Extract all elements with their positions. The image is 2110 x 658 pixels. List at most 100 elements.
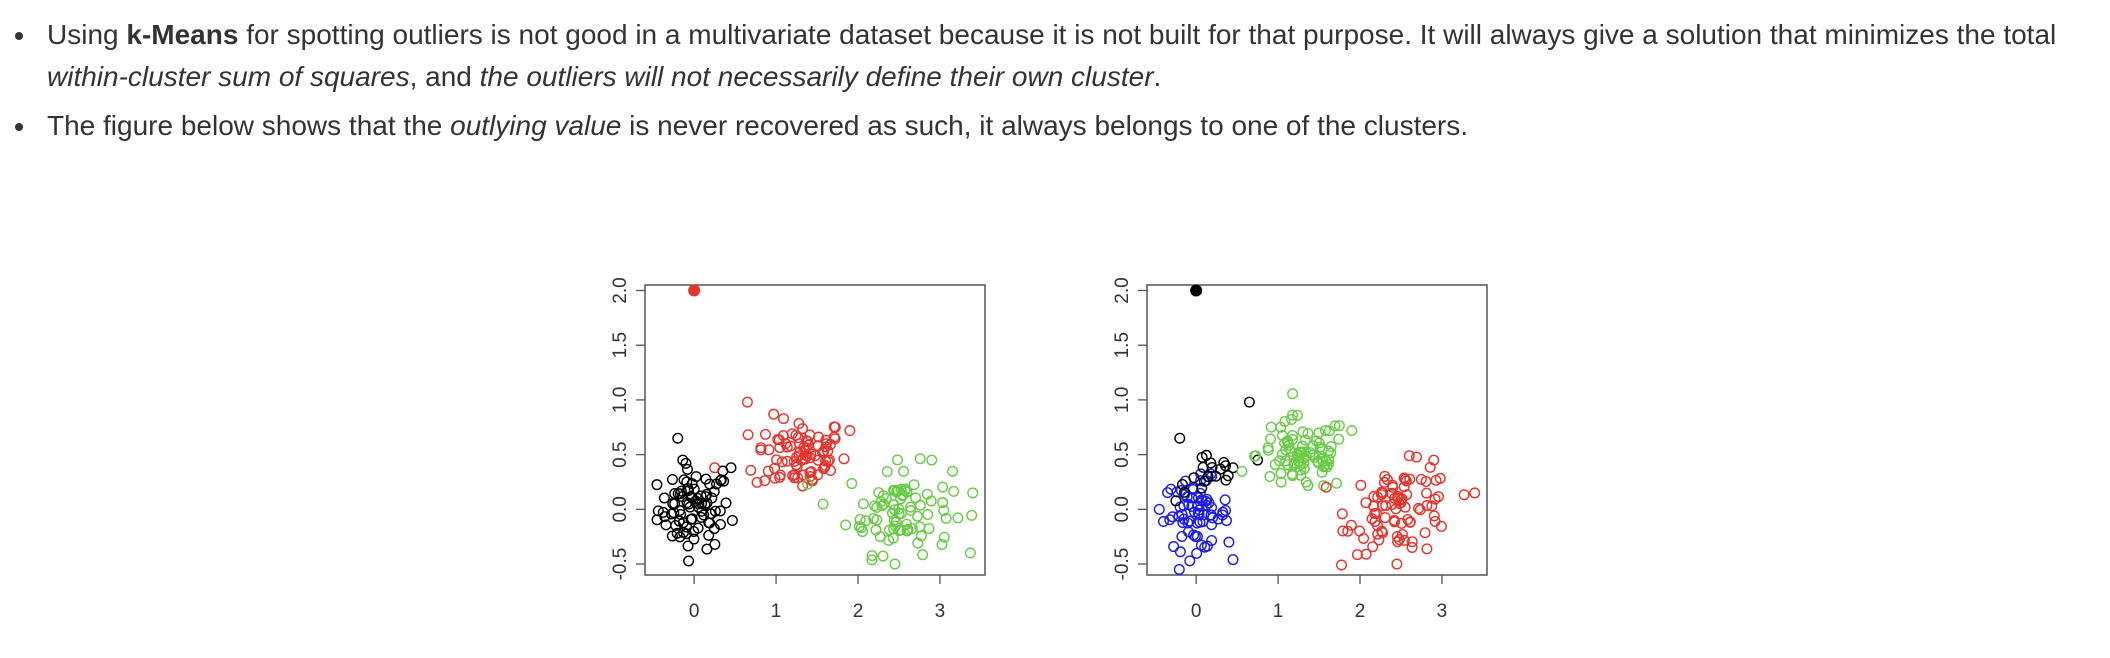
data-point-cluster-3	[1287, 470, 1299, 482]
data-point-cluster-3	[888, 484, 900, 496]
data-point-cluster-4	[1395, 517, 1407, 529]
data-point-cluster-3	[1279, 437, 1291, 449]
data-point-cluster-3	[857, 498, 869, 510]
data-point-cluster-1	[708, 523, 720, 535]
data-point-cluster-3	[1302, 479, 1314, 491]
data-point-cluster-3	[947, 465, 959, 477]
data-point-cluster-2	[1210, 470, 1222, 482]
data-point-cluster-3	[914, 453, 926, 465]
data-point-cluster-3	[846, 478, 858, 490]
data-point-cluster-1	[1164, 514, 1176, 526]
data-point-cluster-1	[660, 519, 672, 531]
data-point-cluster-1	[1165, 483, 1177, 495]
data-point-cluster-1	[704, 478, 716, 490]
data-point-cluster-3	[1298, 463, 1310, 475]
data-point-cluster-1	[698, 509, 710, 521]
data-point-cluster-4	[1429, 515, 1441, 527]
data-point-cluster-4	[1386, 487, 1398, 499]
data-point-cluster-2	[755, 442, 767, 454]
data-point-cluster-4	[1404, 473, 1416, 485]
data-point-cluster-3	[1302, 428, 1314, 440]
data-point-cluster-1	[678, 474, 690, 486]
data-point-cluster-3	[887, 523, 899, 535]
data-point-cluster-3	[871, 501, 883, 513]
data-point-cluster-3	[1264, 471, 1276, 483]
x-tick-label: 1	[1273, 601, 1284, 622]
data-point-cluster-2	[742, 429, 754, 441]
data-point-cluster-4	[1428, 454, 1440, 466]
data-point-cluster-4	[1345, 519, 1357, 531]
data-point-cluster-4	[1366, 513, 1378, 525]
data-point-cluster-1	[689, 495, 701, 507]
data-point-cluster-2	[1188, 472, 1200, 484]
data-point-cluster-2	[1174, 432, 1186, 444]
data-point-cluster-2	[741, 396, 753, 408]
data-point-cluster-4	[1355, 479, 1367, 491]
data-point-cluster-3	[866, 550, 878, 562]
data-point-cluster-3	[1316, 453, 1328, 465]
data-point-cluster-1	[651, 479, 663, 491]
data-point-cluster-1	[720, 497, 732, 509]
data-point-cluster-1	[1192, 507, 1204, 519]
data-point-cluster-2	[797, 423, 809, 435]
data-point-cluster-1	[669, 488, 681, 500]
data-point-cluster-4	[1387, 481, 1399, 493]
data-point-cluster-4	[1358, 532, 1370, 544]
data-point-cluster-3	[1265, 421, 1277, 433]
data-point-cluster-3	[912, 537, 924, 549]
data-point-cluster-4	[1404, 516, 1416, 528]
data-point-cluster-1	[1200, 499, 1212, 511]
data-point-cluster-4	[1402, 513, 1414, 525]
data-point-cluster-1	[1168, 541, 1180, 553]
data-point-cluster-2	[759, 475, 771, 487]
data-point-cluster-4	[1430, 474, 1442, 486]
data-point-cluster-3	[873, 487, 885, 499]
data-point-cluster-2	[1222, 470, 1234, 482]
data-point-cluster-1	[1191, 547, 1203, 559]
data-point-cluster-3	[952, 512, 964, 524]
data-point-cluster-2	[751, 476, 763, 488]
data-point-cluster-3	[876, 500, 888, 512]
data-point-cluster-3	[1275, 467, 1287, 479]
data-point-cluster-4	[1392, 536, 1404, 548]
data-point-cluster-1	[699, 499, 711, 511]
data-point-cluster-3	[940, 512, 952, 524]
data-point-cluster-1	[1200, 495, 1212, 507]
data-point-cluster-3	[888, 499, 900, 511]
bullet-list: Using k-Means for spotting outliers is n…	[0, 14, 2110, 154]
data-point-cluster-3	[897, 489, 909, 501]
data-point-cluster-2	[789, 469, 801, 481]
data-point-cluster-1	[692, 522, 704, 534]
data-point-cluster-4	[1379, 512, 1391, 524]
data-point-cluster-1	[682, 540, 694, 552]
data-point-cluster-3	[967, 487, 979, 499]
data-point-cluster-4	[1360, 497, 1372, 509]
data-point-cluster-3	[912, 510, 924, 522]
data-point-cluster-1	[1219, 494, 1231, 506]
data-point-cluster-1	[1206, 519, 1218, 531]
data-point-cluster-3	[937, 481, 949, 493]
data-point-cluster-3	[877, 550, 889, 562]
data-point-cluster-2	[805, 448, 817, 460]
data-point-cluster-3	[854, 514, 866, 526]
data-point-cluster-4	[1399, 473, 1411, 485]
data-point-cluster-2	[1205, 457, 1217, 469]
data-point-cluster-3	[915, 530, 927, 542]
data-point-cluster-1	[1167, 511, 1179, 523]
data-point-cluster-4	[1429, 493, 1441, 505]
data-point-cluster-2	[774, 471, 786, 483]
data-point-cluster-4	[1398, 472, 1410, 484]
x-tick-label: 2	[853, 601, 864, 622]
data-point-cluster-1	[688, 533, 700, 545]
data-point-cluster-3	[889, 504, 901, 516]
data-point-cluster-3	[902, 524, 914, 536]
data-point-cluster-2	[791, 461, 803, 473]
data-point-cluster-3	[1248, 450, 1260, 462]
data-point-cluster-2	[844, 425, 856, 437]
data-point-cluster-2	[820, 455, 832, 467]
data-point-cluster-3	[1280, 455, 1292, 467]
outlier-point	[688, 284, 701, 297]
data-point-cluster-3	[1313, 427, 1325, 439]
outlying-value-term: outlying value	[450, 110, 622, 141]
data-point-cluster-1	[1201, 493, 1213, 505]
